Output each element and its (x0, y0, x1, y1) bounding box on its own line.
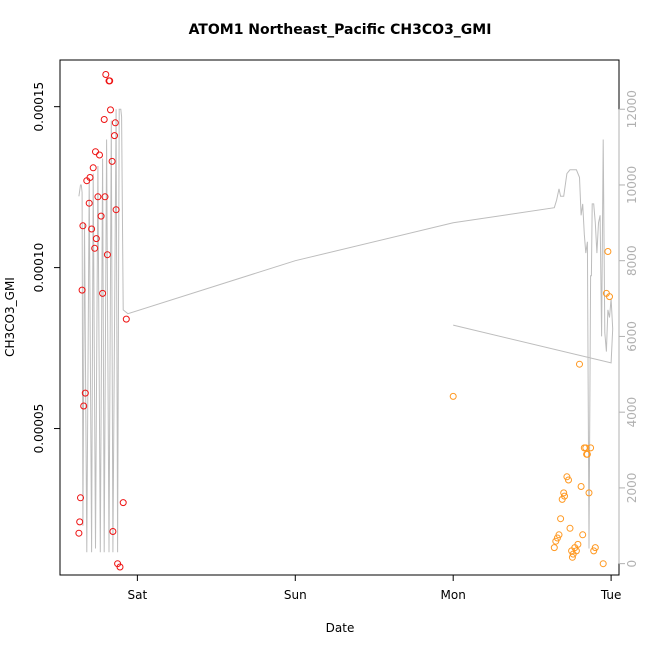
data-point-2 (576, 360, 583, 368)
data-point-1 (96, 151, 103, 159)
right-tick-label: 12000 (625, 90, 639, 128)
right-tick-label: 2000 (625, 473, 639, 504)
data-point-1 (92, 148, 99, 156)
x-axis: Sat Sun Mon Tue (128, 575, 622, 602)
data-point-1 (78, 286, 86, 294)
data-point-1 (101, 193, 109, 201)
data-point-2 (572, 547, 580, 555)
data-point-2 (574, 540, 582, 548)
data-point-1 (103, 251, 111, 259)
altitude-trace-layer (78, 108, 614, 553)
data-point-2 (579, 531, 587, 539)
data-point-1 (107, 106, 114, 114)
data-point-1 (109, 528, 117, 535)
x-tick-label: Mon (441, 588, 466, 602)
data-point-2 (557, 515, 565, 523)
data-point-1 (85, 199, 93, 207)
data-point-1 (108, 157, 116, 165)
data-point-1 (89, 164, 97, 172)
y-tick-label: 0.00015 (32, 82, 46, 132)
data-point-2 (550, 544, 558, 552)
right-tick-label: 10000 (625, 166, 639, 204)
right-axis: 0 2000 4000 6000 8000 10000 12000 (618, 90, 639, 568)
data-point-2 (565, 476, 572, 484)
right-tick-label: 8000 (625, 245, 639, 276)
y-axis: 0.00005 0.00010 0.00015 (32, 82, 60, 454)
data-point-1 (97, 212, 105, 220)
data-point-2 (555, 531, 563, 539)
data-point-2 (590, 547, 598, 555)
x-tick-label: Sun (284, 588, 307, 602)
data-point-1 (94, 193, 102, 201)
data-point-1 (77, 494, 84, 502)
data-point-2 (566, 524, 574, 532)
data-point-1 (86, 174, 94, 181)
data-point-1 (106, 77, 114, 85)
data-point-2 (606, 293, 613, 301)
plot-frame (59, 59, 620, 576)
data-point-1 (119, 499, 127, 507)
y-axis-title: CH3CO3_GMI (3, 277, 17, 357)
right-tick-label: 4000 (625, 397, 639, 428)
data-point-1 (116, 563, 124, 571)
data-point-1 (100, 116, 108, 123)
data-point-1 (92, 235, 100, 243)
y-tick-label: 0.00010 (32, 243, 46, 293)
data-point-1 (112, 206, 120, 214)
data-point-1 (80, 402, 88, 410)
data-point-1 (76, 518, 84, 526)
data-point-2 (591, 544, 599, 552)
data-points-layer (75, 71, 613, 571)
data-point-2 (577, 483, 585, 490)
data-point-1 (99, 289, 107, 297)
data-point-1 (75, 529, 83, 537)
altitude-line (78, 108, 614, 553)
data-point-2 (583, 450, 591, 458)
data-point-1 (91, 244, 99, 252)
x-tick-label: Tue (600, 588, 622, 602)
data-point-2 (560, 489, 568, 497)
data-point-1 (88, 225, 96, 233)
right-tick-label: 6000 (625, 321, 639, 352)
data-point-2 (585, 489, 593, 497)
y-tick-label: 0.00005 (32, 404, 46, 454)
data-point-2 (449, 392, 457, 400)
data-point-2 (599, 560, 607, 568)
data-point-1 (111, 132, 118, 140)
x-axis-title: Date (326, 621, 355, 635)
data-point-2 (587, 444, 595, 452)
data-point-1 (122, 315, 130, 323)
x-tick-label: Sat (128, 588, 148, 602)
data-point-1 (111, 119, 119, 127)
data-point-1 (81, 389, 89, 397)
right-tick-label: 0 (625, 560, 639, 568)
data-point-2 (568, 553, 576, 561)
data-point-1 (79, 222, 87, 230)
data-point-2 (604, 248, 612, 255)
data-point-2 (561, 492, 568, 500)
chart-title: ATOM1 Northeast_Pacific CH3CO3_GMI (189, 22, 492, 38)
data-point-1 (102, 71, 110, 78)
